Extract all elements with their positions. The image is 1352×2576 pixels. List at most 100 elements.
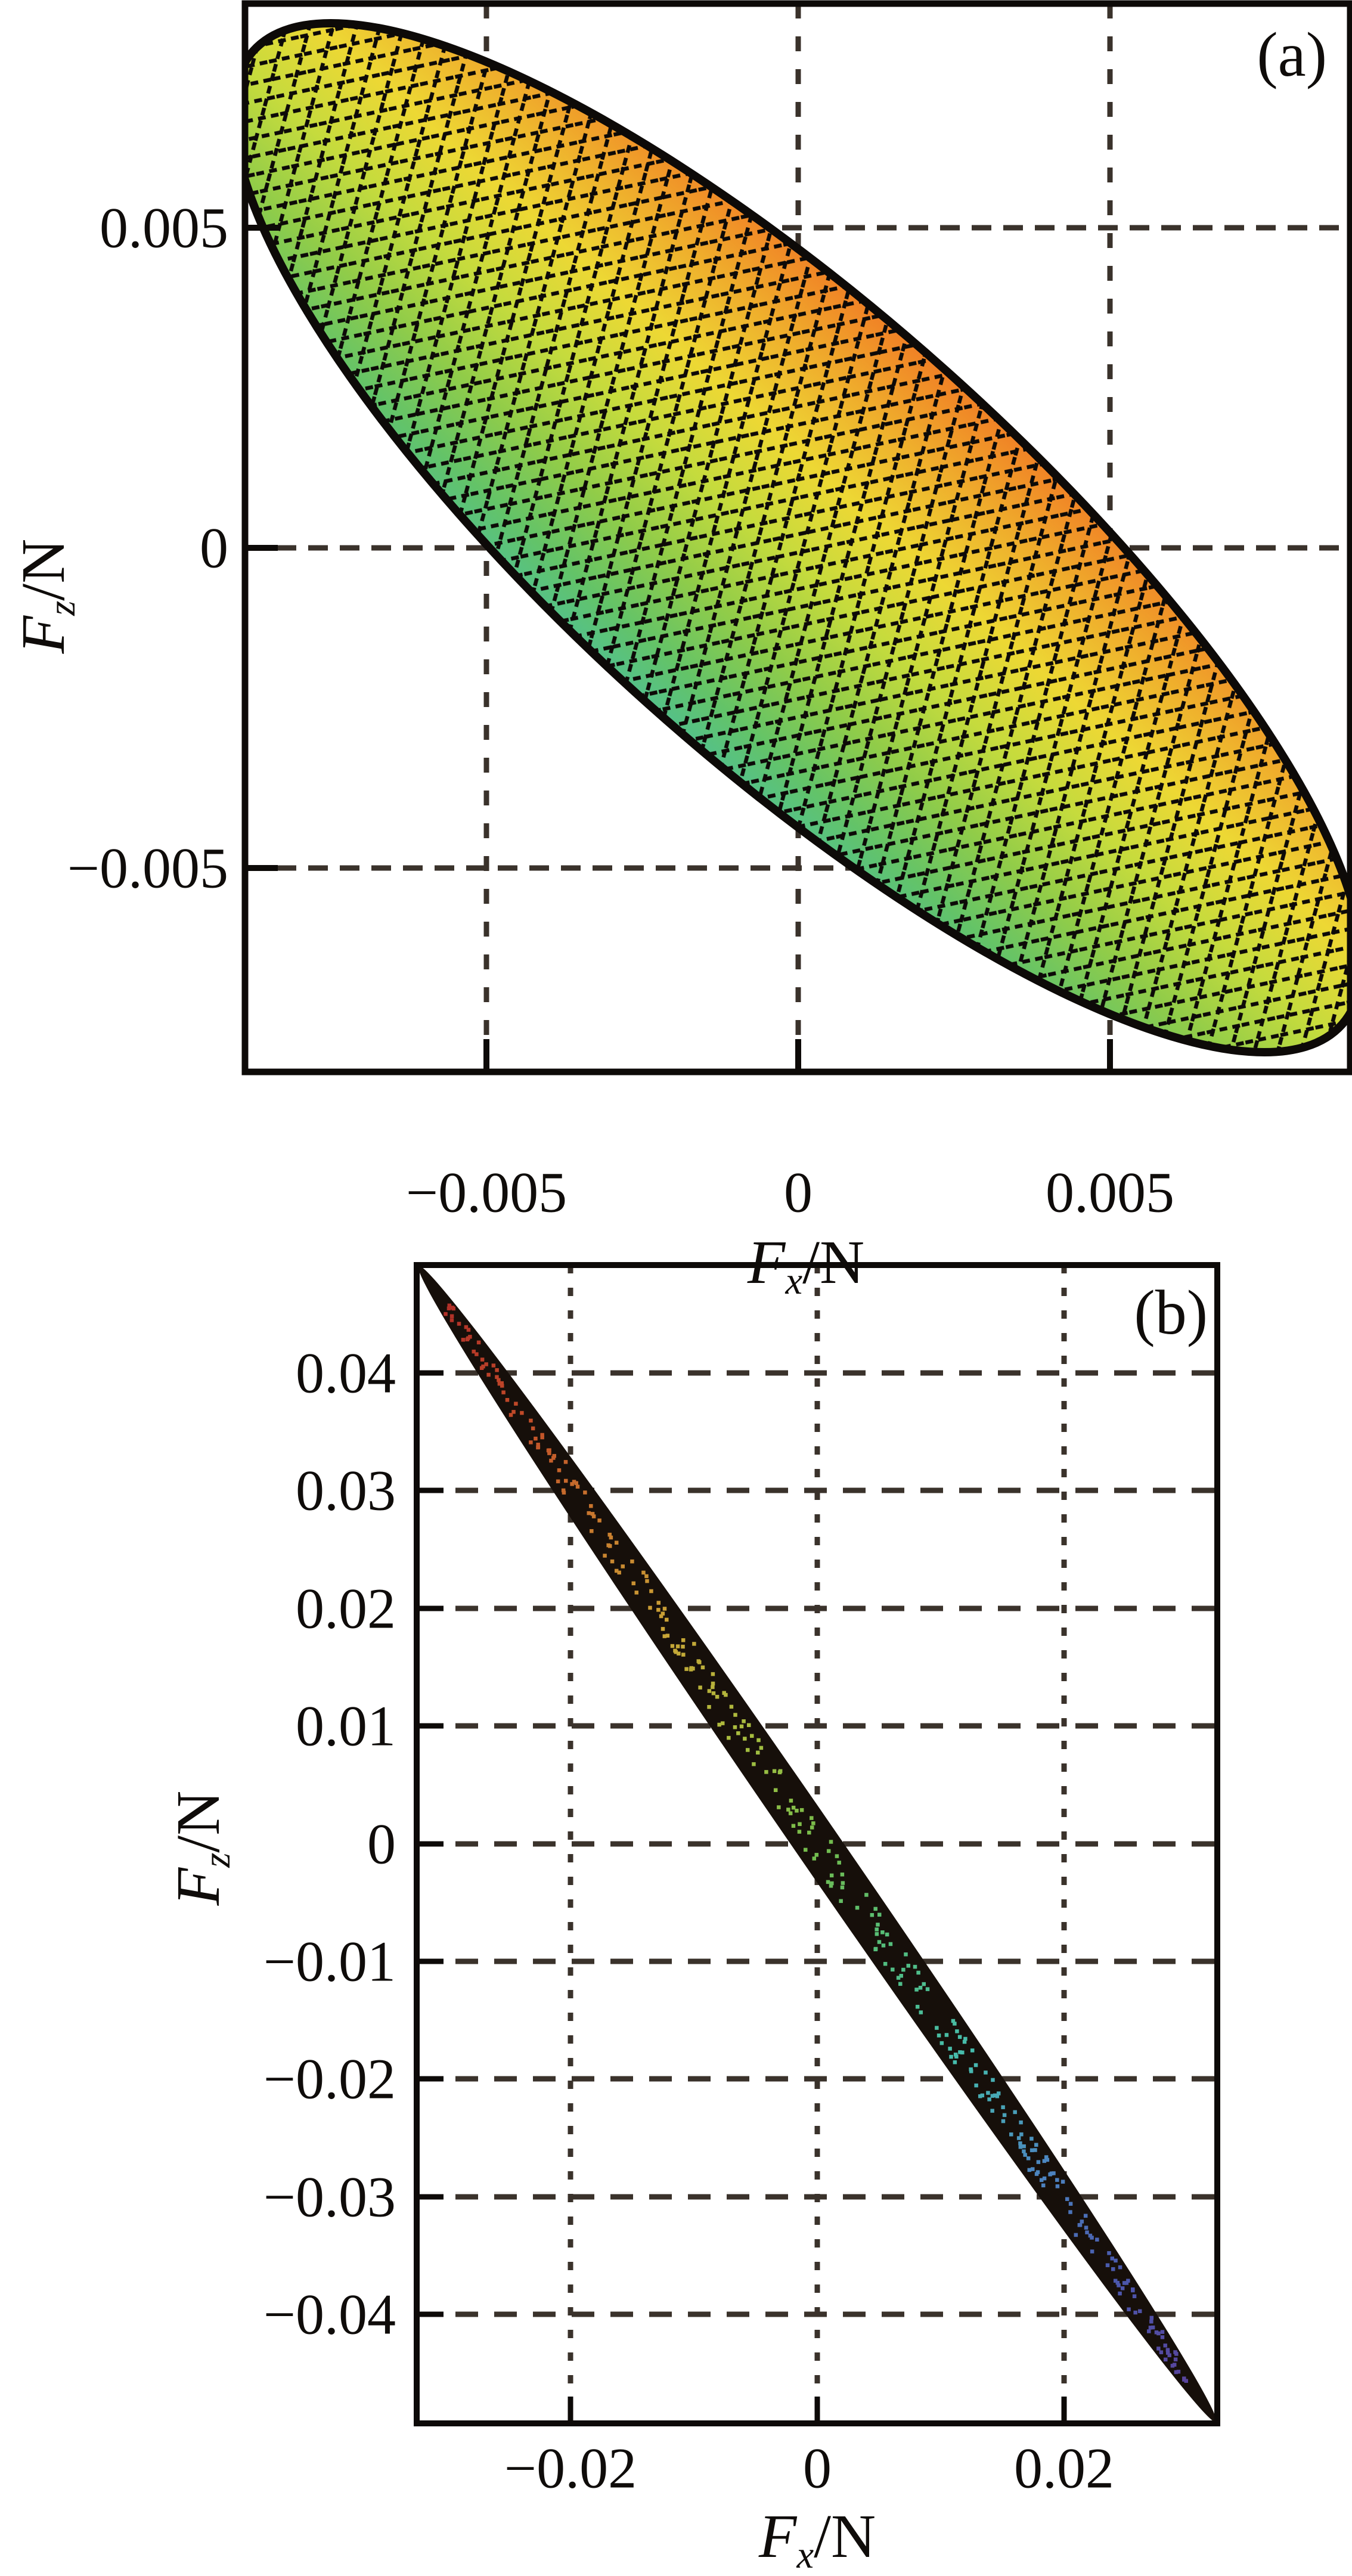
x-axis-subscript: x: [785, 1260, 803, 1303]
scatter-dot: [1127, 2307, 1131, 2311]
scatter-dot: [1065, 2197, 1069, 2201]
scatter-dot: [551, 1456, 556, 1460]
scatter-dot: [1052, 2171, 1056, 2175]
scatter-dot: [1074, 2233, 1078, 2237]
y-tick-label: −0.01: [263, 1930, 396, 1994]
scatter-dot: [1151, 2325, 1155, 2330]
scatter-dot: [681, 1644, 685, 1649]
scatter-dot: [465, 1337, 470, 1341]
scatter-dot: [497, 1378, 501, 1382]
scatter-dot: [888, 1942, 893, 1946]
scatter-dot: [707, 1689, 712, 1693]
scatter-dot: [707, 1705, 711, 1709]
scatter-dot: [547, 1448, 551, 1452]
scatter-dot: [609, 1535, 613, 1540]
scatter-dot: [778, 1769, 783, 1774]
scatter-dot: [1120, 2286, 1125, 2290]
scatter-dot: [841, 1881, 845, 1885]
scatter-dot: [461, 1338, 466, 1342]
scatter-dot: [835, 1854, 839, 1858]
scatter-dot: [514, 1402, 518, 1406]
scatter-dot: [1045, 2157, 1050, 2162]
scatter-dot: [837, 1861, 841, 1865]
scatter-dot: [953, 2053, 958, 2057]
scatter-dot: [810, 1825, 814, 1830]
scatter-dot: [481, 1364, 485, 1369]
scatter-dot: [724, 1692, 728, 1697]
scatter-dot: [1126, 2279, 1130, 2283]
scatter-dot: [1023, 2153, 1027, 2157]
scatter-dot: [617, 1570, 621, 1575]
scatter-dot: [621, 1564, 625, 1568]
scatter-dot: [906, 1964, 911, 1968]
x-tick-label: 0.02: [1014, 2436, 1114, 2500]
scatter-dot: [590, 1512, 595, 1516]
scatter-dot: [1146, 2329, 1151, 2333]
scatter-dot: [1013, 2110, 1017, 2115]
scatter-dot: [1033, 2148, 1037, 2152]
scatter-dot: [873, 1907, 877, 1911]
scatter-dot: [756, 1738, 761, 1743]
y-tick-label: −0.04: [263, 2283, 396, 2346]
scatter-dot: [1163, 2343, 1167, 2348]
scatter-dot: [1149, 2315, 1154, 2320]
scatter-dot: [1148, 2326, 1153, 2330]
scatter-dot: [899, 1973, 903, 1978]
scatter-dot: [720, 1721, 725, 1725]
scatter-dot: [659, 1614, 663, 1619]
scatter-dot: [711, 1672, 715, 1676]
scatter-dot: [563, 1478, 568, 1483]
scatter-dot: [962, 2039, 967, 2044]
scatter-dot: [500, 1384, 504, 1388]
scatter-dot: [572, 1480, 576, 1484]
scatter-dot: [904, 1952, 908, 1957]
scatter-dot: [990, 2109, 994, 2113]
scatter-dot: [583, 1490, 587, 1495]
scatter-dot: [501, 1390, 506, 1394]
scatter-dot: [491, 1363, 496, 1368]
x-axis-symbol: F: [758, 2502, 797, 2571]
scatter-dot: [870, 1912, 875, 1917]
scatter-dot: [993, 2093, 997, 2098]
scatter-dot: [1088, 2233, 1093, 2238]
scatter-dot: [1118, 2291, 1122, 2296]
scatter-dot: [978, 2094, 982, 2098]
scatter-dot: [1113, 2279, 1118, 2283]
x-axis-unit: /N: [814, 2502, 876, 2571]
scatter-dot: [839, 1899, 843, 1904]
scatter-dot: [1156, 2346, 1161, 2351]
scatter-dot: [614, 1540, 619, 1545]
scatter-dot: [1133, 2310, 1137, 2315]
scatter-dot: [1117, 2283, 1121, 2287]
scatter-dot: [772, 1769, 777, 1774]
scatter-dot: [1115, 2280, 1120, 2285]
scatter-dot: [810, 1816, 814, 1820]
scatter-dot: [939, 2041, 944, 2045]
scatter-dot: [855, 1905, 860, 1910]
scatter-dot: [1131, 2287, 1135, 2292]
scatter-dot: [661, 1611, 665, 1616]
scatter-dot: [885, 1932, 889, 1937]
scatter-dot: [973, 2063, 978, 2067]
scatter-dot: [798, 1822, 802, 1827]
scatter-dot: [1165, 2348, 1170, 2352]
scatter-dot: [987, 2097, 991, 2101]
scatter-dot: [727, 1735, 731, 1740]
scatter-dot: [949, 2054, 953, 2059]
scatter-dot: [677, 1651, 681, 1656]
tick-marks: [417, 1370, 1067, 2423]
scatter-dot: [662, 1634, 667, 1638]
scatter-dot: [520, 1411, 524, 1415]
scatter-dot: [561, 1488, 566, 1493]
scatter-dot: [497, 1381, 502, 1386]
scatter-dot: [540, 1435, 544, 1440]
scatter-dot: [689, 1667, 693, 1672]
scatter-dot: [1041, 2183, 1046, 2188]
scatter-dot: [446, 1306, 451, 1311]
scatter-dot: [789, 1799, 793, 1803]
scatter-dot: [826, 1880, 830, 1884]
scatter-dot: [1019, 2120, 1023, 2125]
scatter-dot: [739, 1724, 744, 1729]
scatter-dot: [508, 1413, 513, 1417]
scatter-dot: [996, 2091, 1001, 2095]
